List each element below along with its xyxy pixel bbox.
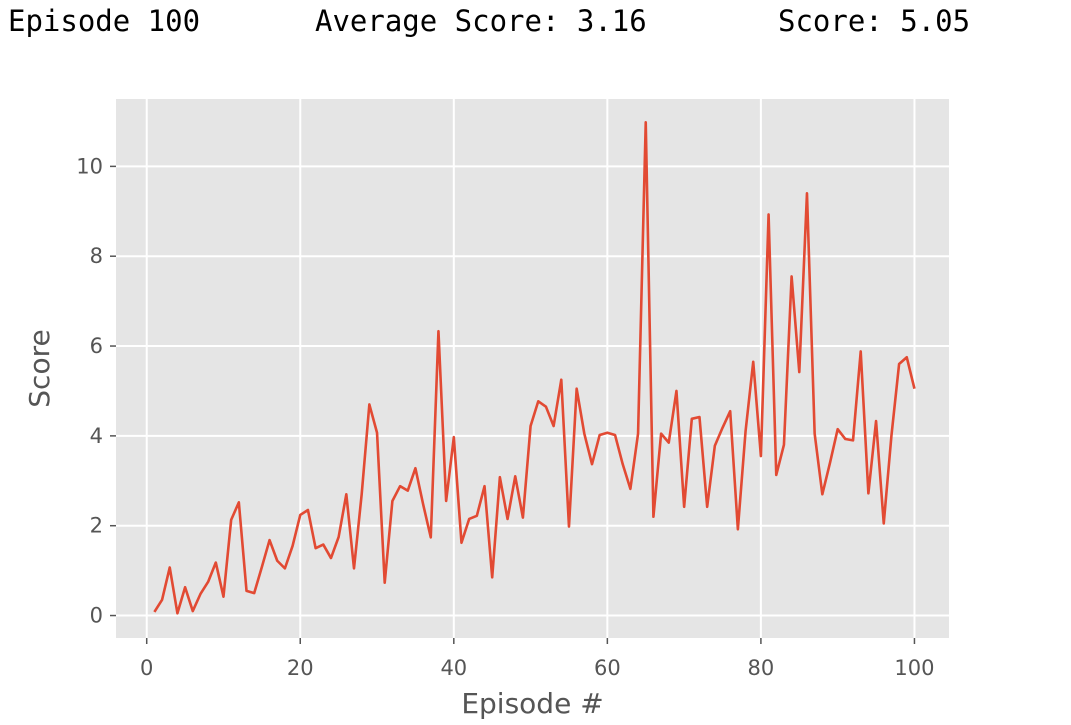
score-text: Score: 5.05 (778, 4, 971, 38)
plot-area (116, 99, 949, 638)
y-axis-ticks: 0 2 4 6 8 10 (76, 154, 116, 628)
y-tick-label: 4 (90, 424, 103, 448)
x-axis-label: Episode # (461, 687, 603, 720)
y-tick-label: 6 (90, 334, 103, 358)
x-axis-ticks: 0 20 40 60 80 100 (140, 638, 934, 680)
x-tick-label: 80 (748, 656, 775, 680)
average-score-text: Average Score: 3.16 (315, 4, 647, 38)
y-tick-label: 10 (76, 154, 103, 178)
x-tick-label: 100 (894, 656, 934, 680)
y-tick-label: 0 (90, 604, 103, 628)
y-tick-label: 2 (90, 514, 103, 538)
training-log-line: Episode 100 Average Score: 3.16 Score: 5… (8, 4, 970, 140)
y-tick-label: 8 (90, 244, 103, 268)
x-tick-label: 20 (287, 656, 314, 680)
x-tick-label: 0 (140, 656, 153, 680)
episode-text: Episode 100 (8, 4, 201, 38)
y-axis-label: Score (23, 329, 56, 407)
gridlines (116, 99, 949, 638)
x-tick-label: 40 (440, 656, 467, 680)
x-tick-label: 60 (594, 656, 621, 680)
score-series-line (153, 121, 916, 615)
